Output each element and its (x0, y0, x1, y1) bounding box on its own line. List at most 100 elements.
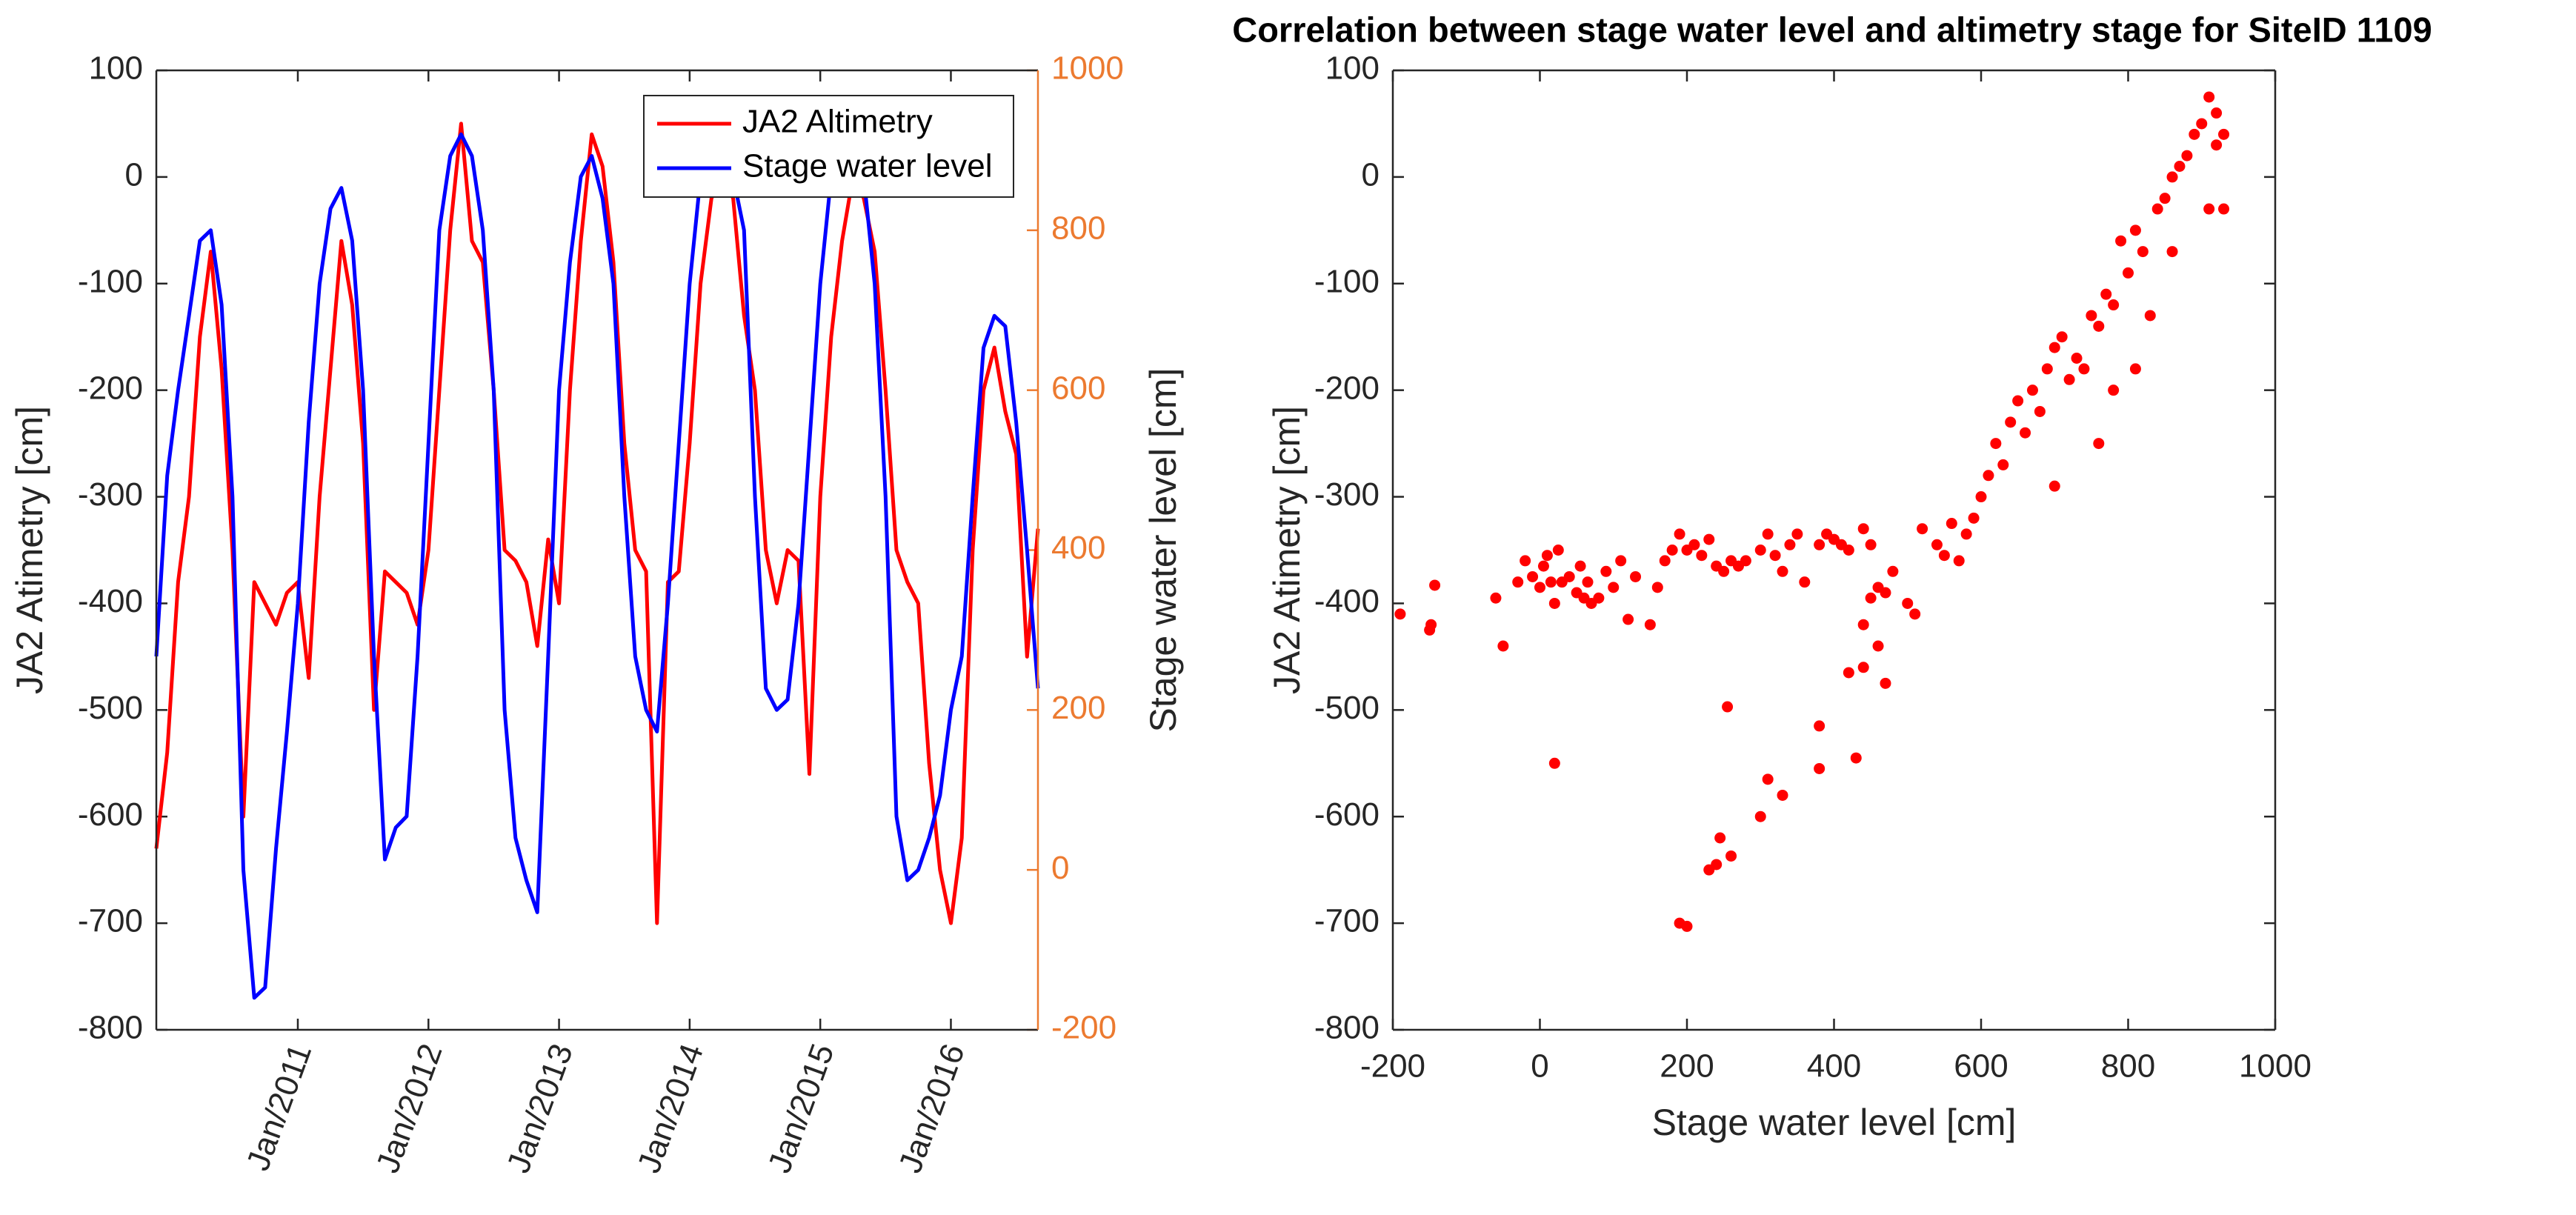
y-axis-label: JA2 Atimetry [cm] (9, 406, 50, 694)
y-tick-label: -300 (78, 476, 143, 513)
y2-tick-label: 0 (1051, 850, 1069, 886)
scatter-point (1777, 789, 1788, 801)
y-tick-label: 100 (89, 50, 143, 87)
series-line (154, 122, 1040, 925)
scatter-point (1754, 545, 1766, 556)
scatter-point (2189, 128, 2200, 140)
scatter-point (2093, 320, 2105, 332)
scatter-point (1902, 597, 1914, 609)
y-tick-label: -100 (78, 263, 143, 299)
scatter-point (1850, 752, 1862, 764)
x-tick-label: Jan/2013 (500, 1039, 580, 1178)
scatter-point (1865, 592, 1877, 604)
scatter-point (2115, 235, 2127, 247)
scatter-point (1762, 773, 1774, 785)
scatter-point (1718, 565, 1730, 577)
scatter-point (1814, 539, 1826, 550)
scatter-point (2100, 288, 2112, 300)
scatter-point (2137, 246, 2149, 258)
plot-area (1393, 70, 2275, 1030)
scatter-point (1674, 528, 1685, 540)
x-axis-label: Stage water level [cm] (1652, 1102, 2017, 1143)
scatter-point (2203, 203, 2215, 215)
y-tick-label: -100 (1314, 263, 1379, 299)
scatter-point (1630, 570, 1642, 582)
scatter-point (1582, 576, 1594, 588)
y-tick-label: 100 (1325, 50, 1379, 87)
scatter-point (1872, 640, 1884, 652)
scatter-point (2012, 395, 2024, 407)
scatter-point (1541, 550, 1553, 562)
scatter-point (1534, 582, 1545, 593)
y-tick-label: -400 (78, 583, 143, 619)
scatter-point (2063, 373, 2075, 385)
x-tick-label: 600 (1954, 1048, 2008, 1085)
scatter-point (1983, 470, 1994, 482)
y-tick-label: -200 (78, 370, 143, 406)
scatter-point (2144, 310, 2156, 322)
scatter-point (2166, 246, 2178, 258)
scatter-point (2218, 203, 2230, 215)
scatter-point (2151, 203, 2163, 215)
scatter-point (1512, 576, 1524, 588)
scatter-point (1497, 640, 1509, 652)
scatter-point (1917, 523, 1928, 535)
scatter-point (1623, 613, 1634, 625)
y-tick-label: -500 (78, 690, 143, 726)
x-tick-label: Jan/2014 (630, 1039, 710, 1178)
scatter-point (1490, 592, 1502, 604)
scatter-point (1857, 619, 1869, 630)
scatter-point (2218, 128, 2230, 140)
chart-title: Correlation between stage water level an… (1232, 10, 2432, 49)
y-tick-label: -700 (1314, 903, 1379, 939)
y-tick-label: -500 (1314, 690, 1379, 726)
scatter-point (1880, 587, 1891, 599)
scatter-point (2056, 331, 2068, 343)
scatter-point (1909, 608, 1921, 620)
x-tick-label: 200 (1660, 1048, 1714, 1085)
y-tick-label: -200 (1314, 370, 1379, 406)
scatter-point (1696, 550, 1708, 562)
scatter-point (1520, 555, 1531, 567)
scatter-point (2049, 342, 2060, 353)
legend-box (643, 95, 1014, 198)
scatter-point (1880, 677, 1891, 689)
y-axis-label: JA2 Atimetry [cm] (1266, 406, 1308, 694)
scatter-point (2196, 118, 2208, 130)
scatter-point (1975, 491, 1987, 503)
scatter-point (1615, 555, 1627, 567)
scatter-point (1429, 579, 1441, 591)
scatter-point (2108, 385, 2120, 396)
x-tick-label: Jan/2012 (370, 1039, 450, 1178)
scatter-point (1754, 810, 1766, 822)
scatter-point (2211, 139, 2223, 151)
scatter-point (2123, 267, 2134, 279)
scatter-point (1791, 528, 1803, 540)
scatter-point (1548, 757, 1560, 769)
scatter-point (1545, 576, 1557, 588)
scatter-point (1762, 528, 1774, 540)
scatter-point (1887, 565, 1899, 577)
scatter-point (2129, 224, 2141, 236)
scatter-point (2181, 150, 2193, 162)
scatter-point (1666, 545, 1678, 556)
scatter-point (1722, 701, 1734, 713)
scatter-point (1784, 539, 1796, 550)
scatter-point (1537, 560, 1549, 572)
y-tick-label: -600 (78, 796, 143, 833)
scatter-point (1968, 512, 1980, 524)
scatter-point (1953, 555, 1965, 567)
scatter-point (1574, 560, 1586, 572)
y-tick-label: -800 (1314, 1010, 1379, 1046)
scatter-point (2159, 193, 2171, 204)
y2-tick-label: 800 (1051, 210, 1105, 246)
scatter-point (1857, 523, 1869, 535)
scatter-point (2203, 91, 2215, 103)
x-tick-label: Jan/2011 (239, 1039, 319, 1176)
series-line (154, 132, 1040, 1000)
scatter-point (2086, 310, 2097, 322)
scatter-point (1725, 850, 1737, 862)
scatter-point (2211, 107, 2223, 119)
y2-tick-label: -200 (1051, 1010, 1116, 1046)
